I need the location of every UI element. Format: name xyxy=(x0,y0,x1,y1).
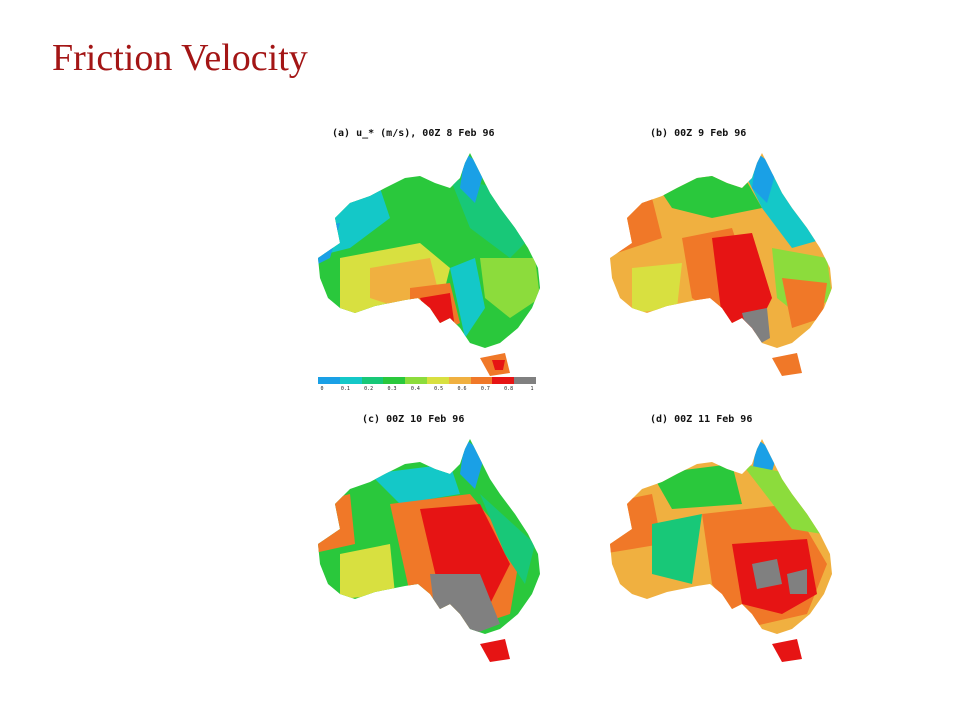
colorbar-swatch xyxy=(448,377,471,384)
colorbar-tick-label: 0.6 xyxy=(457,386,467,392)
colorbar-swatch xyxy=(492,377,515,384)
colorbar-tick-label: 0 xyxy=(320,386,324,392)
colorbar-swatch xyxy=(361,377,384,384)
colorbar-tick-label: 1 xyxy=(530,386,534,392)
colorbar-tick-label: 0.8 xyxy=(504,386,514,392)
colorbar-tick-label: 0.3 xyxy=(387,386,397,392)
colorbar-swatch xyxy=(383,377,406,384)
colorbar-swatch xyxy=(405,377,427,384)
colorbar-swatch xyxy=(318,377,340,384)
panel-caption-a: (a) u_* (m/s), 00Z 8 Feb 96 xyxy=(332,128,495,139)
colorbar-swatch xyxy=(470,377,493,384)
panel-caption-d: (d) 00Z 11 Feb 96 xyxy=(650,414,753,425)
colorbar-tick-label: 0.4 xyxy=(410,386,420,392)
colorbar-tick-label: 0.1 xyxy=(340,386,350,392)
colorbar-tick-label: 0.7 xyxy=(480,386,490,392)
colorbar-tick-label: 0.2 xyxy=(364,386,374,392)
panel-caption-c: (c) 00Z 10 Feb 96 xyxy=(362,414,465,425)
map-panel-b: (b) 00Z 9 Feb 96 xyxy=(592,128,842,376)
colorbar-swatch xyxy=(514,377,536,384)
slide-title: Friction Velocity xyxy=(52,37,308,79)
colorbar-ticks: 0 0.1 0.2 0.3 0.4 0.5 0.6 0.7 0.8 1 xyxy=(318,386,536,396)
colorbar-swatches xyxy=(318,377,536,384)
colorbar-legend: 0 0.1 0.2 0.3 0.4 0.5 0.6 0.7 0.8 1 xyxy=(318,377,536,399)
australia-map-a xyxy=(318,153,540,376)
australia-map-b xyxy=(610,153,832,376)
colorbar-tick-label: 0.5 xyxy=(434,386,444,392)
australia-map-d xyxy=(610,439,832,662)
panel-caption-b: (b) 00Z 9 Feb 96 xyxy=(650,128,747,139)
map-panel-c: (c) 00Z 10 Feb 96 xyxy=(300,414,550,662)
australia-map-c xyxy=(318,439,540,662)
colorbar-swatch xyxy=(426,377,449,384)
map-panel-a: (a) u_* (m/s), 00Z 8 Feb 96 xyxy=(300,128,550,376)
colorbar-swatch xyxy=(339,377,362,384)
map-panel-d: (d) 00Z 11 Feb 96 xyxy=(592,414,842,662)
